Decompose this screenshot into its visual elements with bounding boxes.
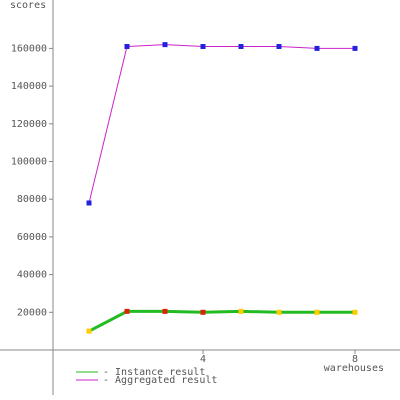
point-marker <box>200 44 206 50</box>
point-marker <box>200 309 206 315</box>
y-tick-label: 160000 <box>11 43 47 54</box>
y-tick-label: 140000 <box>11 81 47 92</box>
y-axis-label: scores <box>10 0 46 11</box>
series-line <box>88 44 355 204</box>
point-marker <box>124 308 130 314</box>
point-marker <box>238 308 244 314</box>
point-marker <box>276 44 282 50</box>
series-line <box>88 309 355 333</box>
point-marker <box>162 308 168 314</box>
point-marker <box>86 328 92 334</box>
y-tick-label: 40000 <box>17 270 47 281</box>
point-marker <box>314 309 320 315</box>
y-tick-label: 120000 <box>11 119 47 130</box>
point-marker <box>352 45 358 51</box>
y-tick-label: 60000 <box>17 232 47 243</box>
legend-label: - Aggregated result <box>103 375 217 386</box>
point-marker <box>238 44 244 50</box>
y-tick-label: 100000 <box>11 157 47 168</box>
point-marker <box>86 200 92 206</box>
x-tick-label: 8 <box>352 354 358 365</box>
point-marker <box>124 44 130 50</box>
x-tick-label: 4 <box>200 354 206 365</box>
point-marker <box>276 309 282 315</box>
y-tick-label: 20000 <box>17 307 47 318</box>
x-axis-label: warehouses <box>324 363 384 374</box>
legend-label: - Instance result <box>103 367 205 378</box>
point-marker <box>162 42 168 48</box>
y-tick-label: 80000 <box>17 194 47 205</box>
point-marker <box>314 45 320 51</box>
point-marker <box>352 309 358 315</box>
